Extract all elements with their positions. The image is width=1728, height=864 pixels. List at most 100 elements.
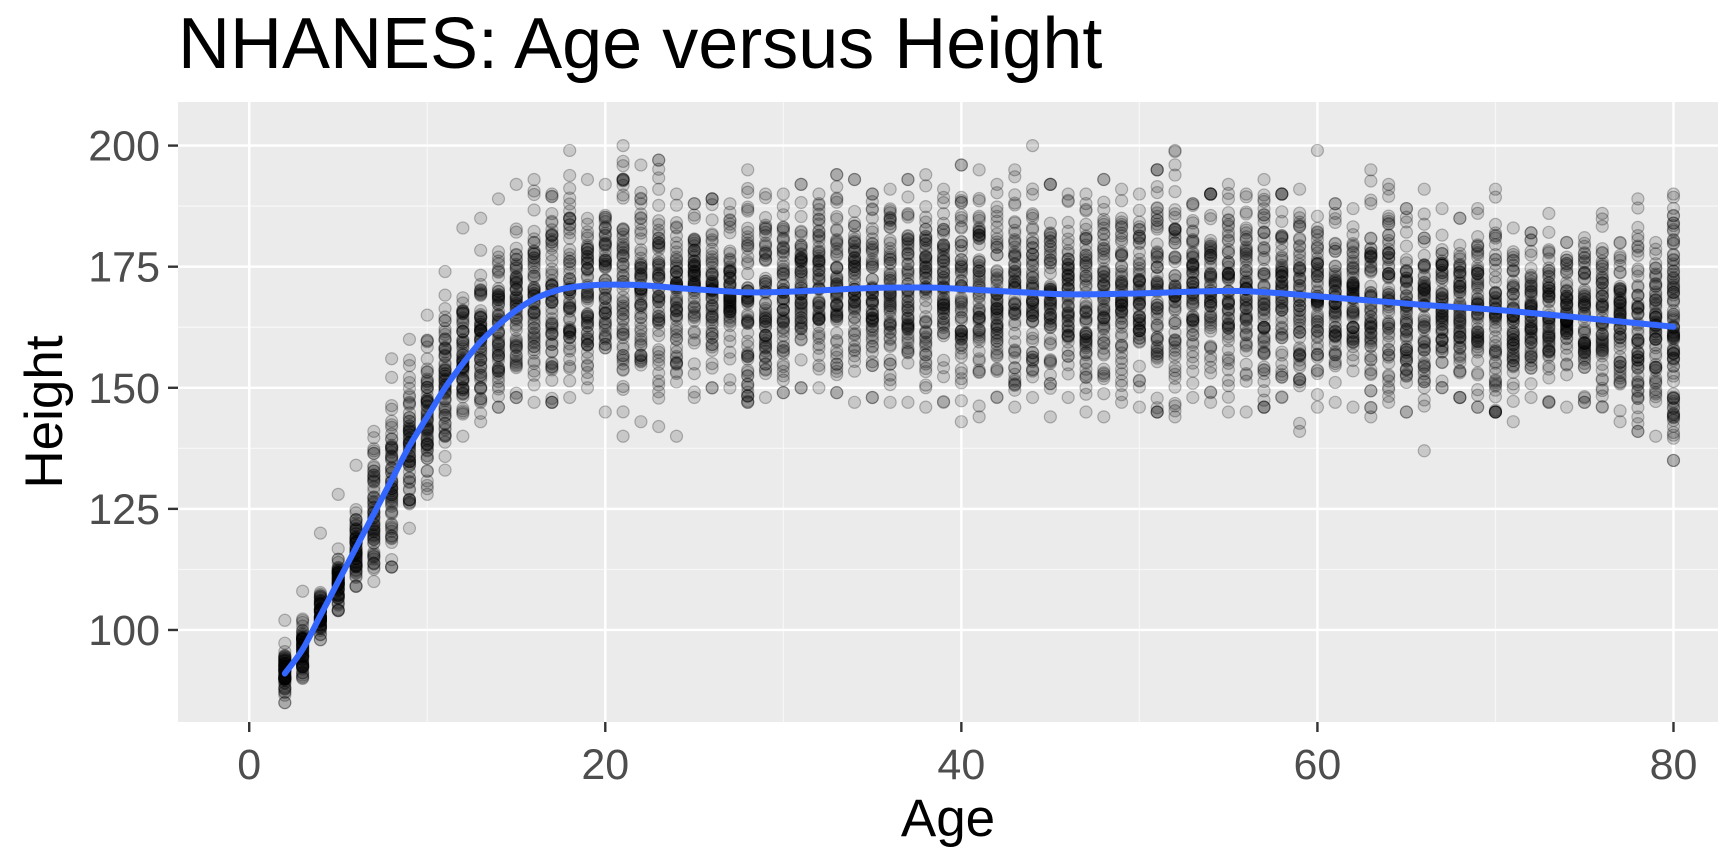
scatter-point	[687, 271, 701, 285]
scatter-point	[349, 563, 363, 577]
scatter-point	[1364, 196, 1378, 211]
scatter-point	[901, 356, 915, 370]
scatter-point	[847, 172, 862, 187]
scatter-point	[1043, 307, 1057, 321]
scatter-point	[580, 172, 595, 187]
scatter-point	[1488, 403, 1503, 418]
scatter-point	[527, 172, 541, 187]
scatter-point	[1168, 360, 1182, 374]
scatter-point	[1453, 238, 1467, 252]
scatter-point	[491, 192, 506, 206]
scatter-point	[1293, 219, 1307, 234]
scatter-point	[794, 242, 808, 256]
scatter-point	[652, 198, 666, 212]
scatter-point	[972, 399, 986, 413]
scatter-point	[972, 194, 986, 208]
scatter-point	[349, 558, 363, 573]
scatter-point	[1043, 410, 1057, 424]
scatter-point	[438, 264, 452, 279]
grid-minor	[178, 102, 1718, 722]
scatter-point	[776, 266, 790, 280]
scatter-point	[723, 352, 737, 366]
scatter-point	[367, 532, 381, 547]
scatter-point	[1150, 302, 1164, 316]
scatter-point	[972, 363, 986, 377]
scatter-point	[278, 653, 292, 667]
scatter-point	[331, 603, 345, 618]
scatter-point	[687, 243, 701, 258]
scatter-point	[1382, 348, 1396, 362]
scatter-point	[367, 556, 381, 570]
scatter-point	[580, 263, 595, 277]
scatter-point	[349, 564, 363, 578]
scatter-point	[705, 250, 719, 264]
scatter-point	[705, 227, 719, 241]
scatter-point	[794, 209, 808, 224]
scatter-point	[865, 211, 879, 225]
scatter-point	[367, 557, 381, 571]
scatter-point	[1506, 365, 1520, 379]
scatter-point	[563, 251, 577, 265]
scatter-point	[1399, 281, 1414, 295]
scatter-point	[830, 347, 844, 361]
scatter-point	[990, 232, 1004, 246]
scatter-point	[1595, 298, 1609, 312]
scatter-point	[1114, 259, 1129, 273]
scatter-point	[367, 552, 381, 566]
scatter-point	[1293, 314, 1307, 328]
scatter-point	[349, 512, 363, 527]
scatter-point	[652, 295, 666, 309]
scatter-point	[527, 232, 541, 246]
scatter-point	[1168, 168, 1182, 182]
scatter-point	[1079, 273, 1093, 287]
scatter-point	[687, 336, 701, 350]
scatter-point	[580, 211, 595, 225]
scatter-point	[367, 473, 381, 487]
scatter-point	[883, 182, 897, 196]
scatter-point	[741, 297, 755, 311]
scatter-point	[1025, 138, 1040, 153]
scatter-point	[1595, 383, 1609, 398]
scatter-point	[349, 559, 363, 573]
scatter-point	[812, 331, 826, 345]
scatter-point	[990, 307, 1004, 321]
scatter-point	[1079, 345, 1093, 360]
scatter-point	[1435, 374, 1449, 388]
scatter-point	[847, 302, 862, 316]
scatter-point	[438, 449, 452, 464]
scatter-point	[616, 357, 630, 371]
scatter-point	[883, 268, 897, 283]
scatter-point	[1399, 264, 1414, 279]
scatter-point	[865, 390, 879, 405]
scatter-point	[545, 327, 559, 341]
scatter-point	[278, 650, 292, 664]
scatter-point	[349, 506, 363, 520]
scatter-point	[1310, 143, 1325, 158]
scatter-point	[296, 660, 310, 674]
scatter-point	[402, 411, 417, 425]
scatter-point	[1097, 348, 1111, 362]
scatter-point	[598, 177, 612, 191]
scatter-point	[1275, 331, 1289, 345]
scatter-point	[545, 357, 559, 371]
scatter-point	[527, 339, 541, 354]
scatter-point	[1257, 207, 1271, 222]
scatter-point	[367, 548, 381, 562]
scatter-point	[1221, 373, 1236, 387]
scatter-point	[919, 268, 933, 282]
scatter-point	[687, 367, 701, 381]
scatter-point	[758, 357, 773, 371]
scatter-point	[741, 163, 755, 177]
scatter-point	[1204, 270, 1218, 284]
scatter-point	[296, 668, 310, 682]
scatter-point	[1097, 262, 1111, 276]
scatter-point	[847, 252, 862, 266]
scatter-point	[1631, 306, 1645, 320]
scatter-point	[1008, 400, 1022, 414]
scatter-point	[1524, 361, 1538, 375]
scatter-point	[1025, 309, 1040, 323]
scatter-point	[367, 464, 381, 478]
scatter-point	[812, 358, 826, 372]
scatter-point	[1453, 364, 1467, 378]
scatter-point	[278, 649, 292, 663]
